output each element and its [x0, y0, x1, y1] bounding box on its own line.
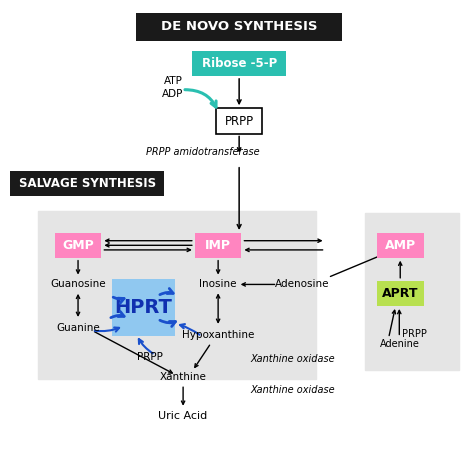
FancyBboxPatch shape	[365, 213, 459, 369]
Text: ADP: ADP	[162, 89, 183, 100]
FancyBboxPatch shape	[137, 13, 342, 40]
FancyBboxPatch shape	[10, 170, 164, 196]
Text: Adenosine: Adenosine	[275, 280, 329, 289]
Text: PRPP: PRPP	[225, 114, 254, 127]
Text: Inosine: Inosine	[200, 280, 237, 289]
FancyBboxPatch shape	[112, 279, 175, 336]
Text: Guanosine: Guanosine	[50, 280, 106, 289]
FancyBboxPatch shape	[195, 232, 241, 258]
FancyBboxPatch shape	[377, 281, 424, 307]
Text: SALVAGE SYNTHESIS: SALVAGE SYNTHESIS	[19, 177, 156, 190]
Text: IMP: IMP	[205, 239, 231, 252]
Text: AMP: AMP	[385, 239, 416, 252]
FancyBboxPatch shape	[377, 232, 424, 258]
FancyBboxPatch shape	[55, 232, 101, 258]
FancyBboxPatch shape	[216, 108, 263, 134]
Text: ATP: ATP	[164, 76, 183, 87]
Text: DE NOVO SYNTHESIS: DE NOVO SYNTHESIS	[161, 20, 318, 33]
Text: HPRT: HPRT	[115, 298, 173, 317]
FancyBboxPatch shape	[38, 211, 316, 379]
Text: Uric Acid: Uric Acid	[158, 411, 208, 420]
FancyBboxPatch shape	[192, 51, 286, 76]
Text: APRT: APRT	[382, 287, 419, 300]
Text: Xanthine: Xanthine	[160, 372, 207, 382]
Text: Guanine: Guanine	[56, 323, 100, 333]
Text: Hypoxanthine: Hypoxanthine	[182, 330, 255, 340]
Text: Ribose -5-P: Ribose -5-P	[201, 57, 277, 70]
Text: GMP: GMP	[62, 239, 94, 252]
Text: Adenine: Adenine	[380, 339, 420, 349]
Text: PRPP: PRPP	[402, 329, 427, 338]
Text: Xanthine oxidase: Xanthine oxidase	[251, 355, 336, 364]
Text: PRPP amidotransferase: PRPP amidotransferase	[146, 147, 259, 157]
Text: Xanthine oxidase: Xanthine oxidase	[251, 385, 336, 395]
Text: PRPP: PRPP	[137, 352, 164, 362]
